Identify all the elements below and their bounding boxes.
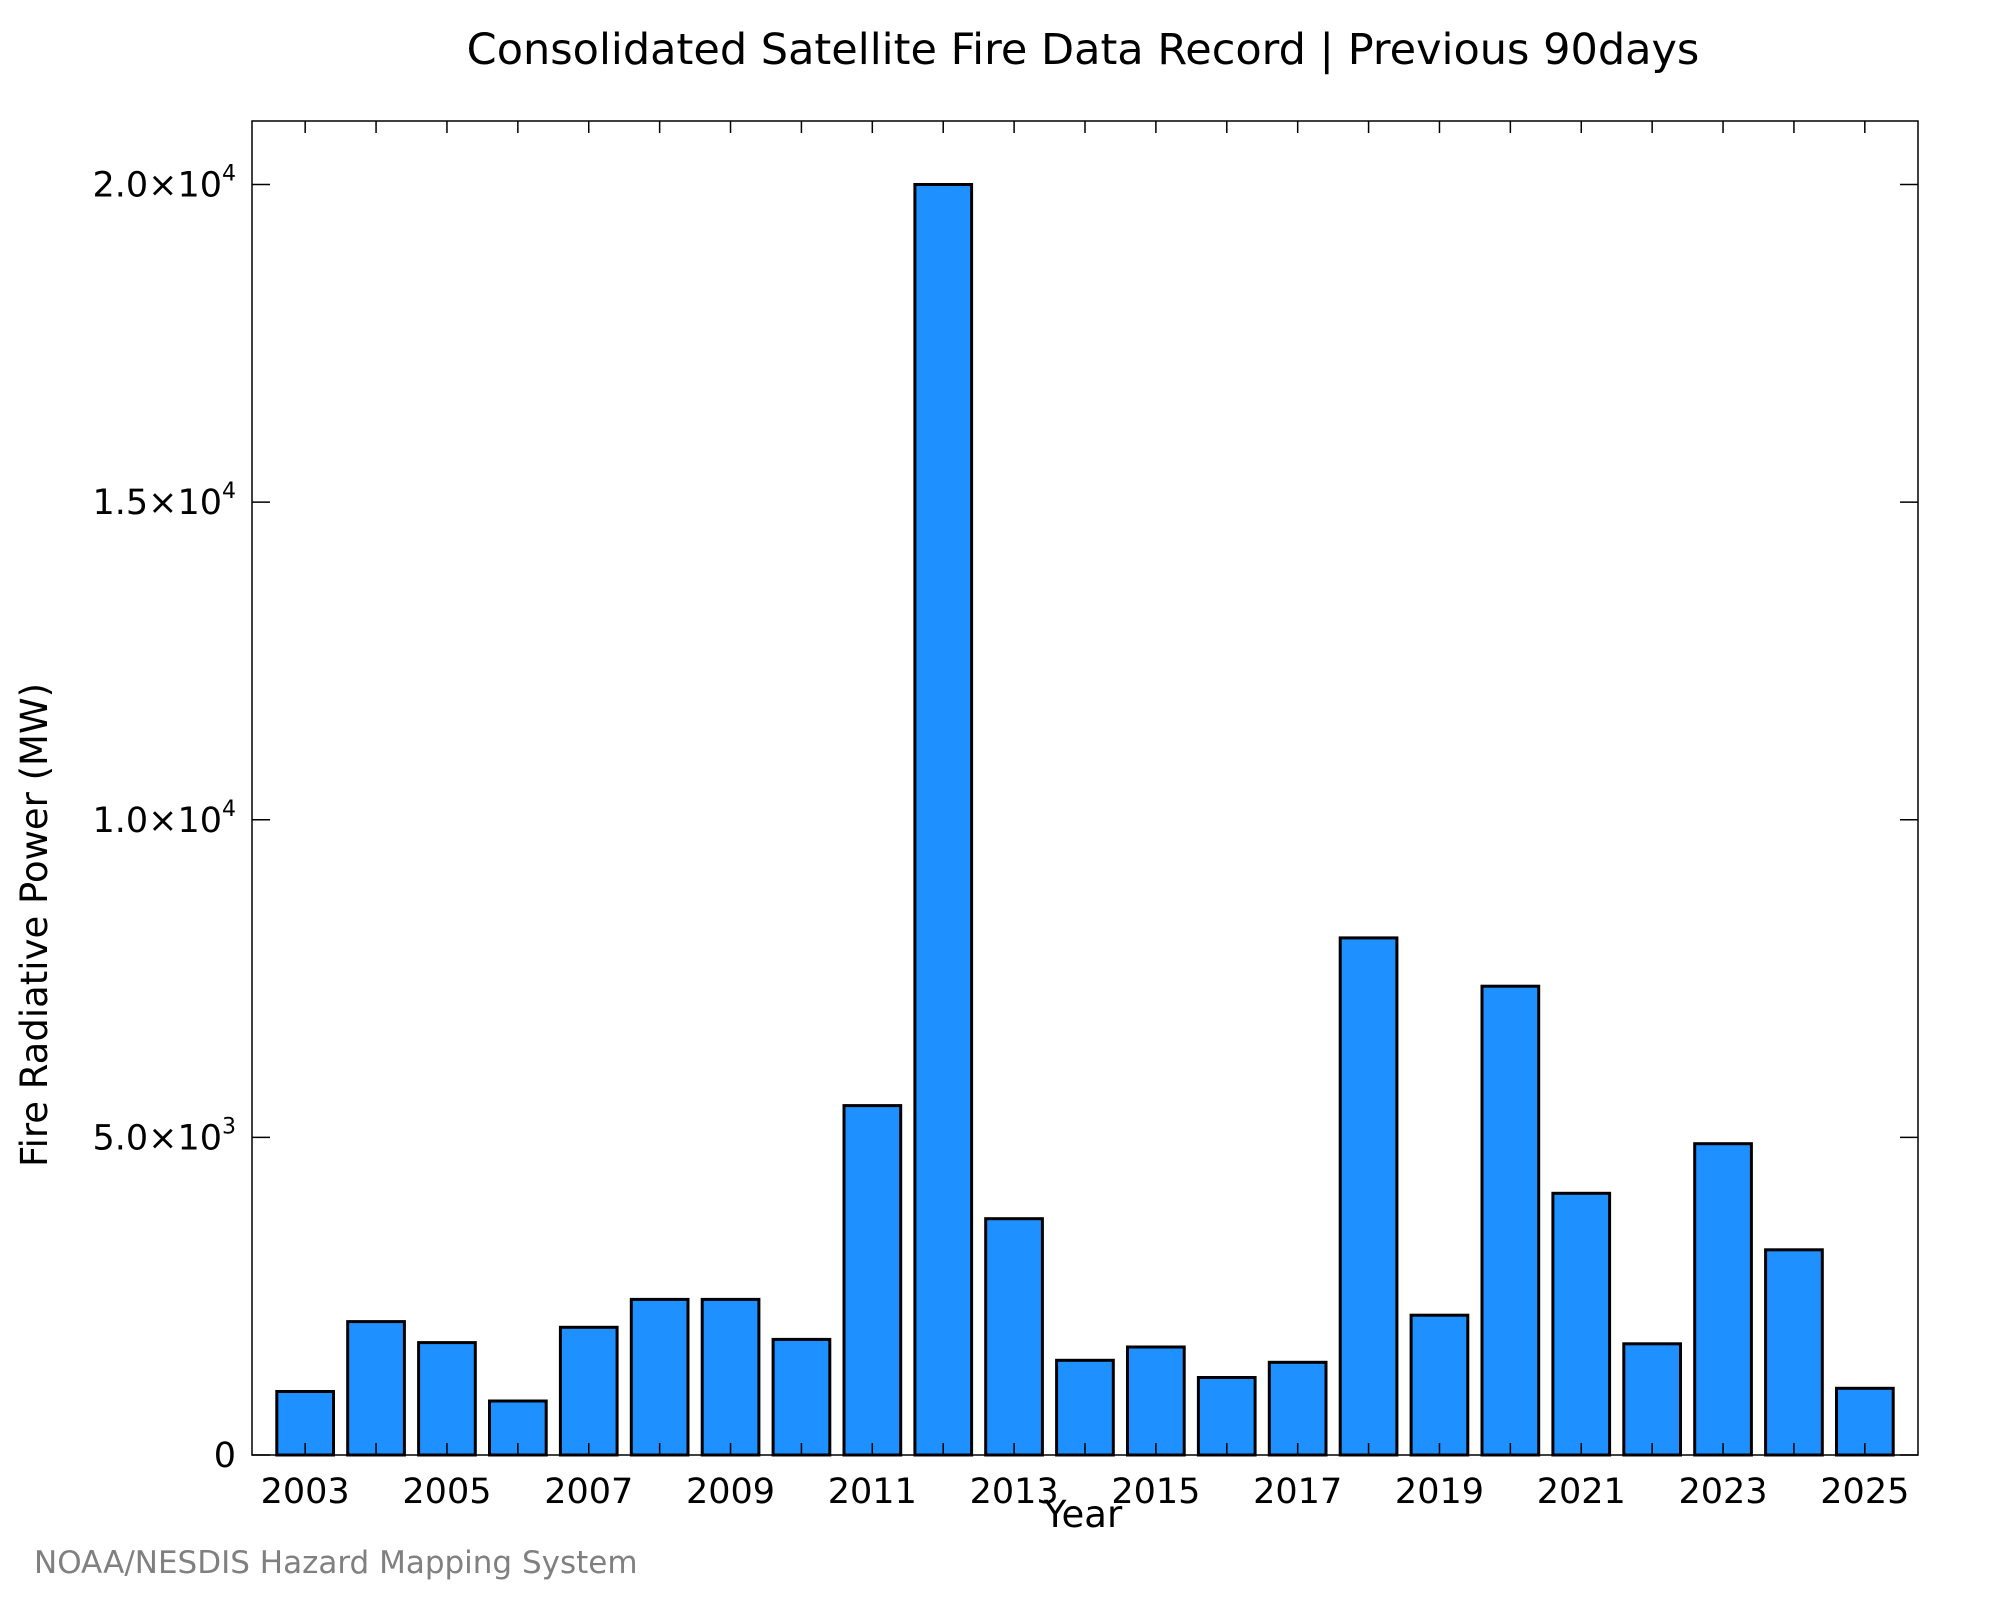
x-tick-label-2025: 2025 xyxy=(1820,1472,1909,1512)
bar-2019 xyxy=(1409,1313,1470,1457)
bar-2023 xyxy=(1693,1142,1753,1457)
bar-2007 xyxy=(558,1325,619,1457)
y-tick-label: 1.0×104 xyxy=(92,797,236,841)
x-tick-label-2017: 2017 xyxy=(1253,1472,1342,1512)
x-tick-label-2021: 2021 xyxy=(1537,1472,1626,1512)
y-axis-label: Fire Radiative Power (MW) xyxy=(13,683,56,1167)
bar-2022 xyxy=(1622,1342,1683,1457)
bar-2011 xyxy=(842,1104,903,1457)
bar-2013 xyxy=(984,1217,1044,1457)
y-tick-label: 2.0×104 xyxy=(92,162,236,206)
chart-title: Consolidated Satellite Fire Data Record … xyxy=(467,25,1700,75)
x-tick-label-2009: 2009 xyxy=(686,1472,775,1512)
x-tick-label-2011: 2011 xyxy=(828,1472,917,1512)
bar-2014 xyxy=(1055,1358,1115,1457)
y-tick-label: 0 xyxy=(214,1436,236,1476)
bar-group xyxy=(275,183,1895,1457)
bar-2020 xyxy=(1480,984,1541,1457)
bar-2005 xyxy=(417,1341,477,1457)
x-tick-label-2007: 2007 xyxy=(544,1472,633,1512)
bar-2021 xyxy=(1551,1191,1612,1457)
x-tick-label-2003: 2003 xyxy=(261,1472,350,1512)
plot-frame xyxy=(251,120,1919,1456)
y-tick-label: 5.0×103 xyxy=(92,1114,236,1158)
bar-2017 xyxy=(1267,1360,1328,1457)
x-tick-label-2013: 2013 xyxy=(970,1472,1059,1512)
x-tick-label-2015: 2015 xyxy=(1111,1472,1200,1512)
bar-2024 xyxy=(1764,1248,1824,1457)
y-axis: 0 5.0×103 1.0×104 1.5×104 2.0×104 xyxy=(92,162,1918,1476)
x-tick-label-2019: 2019 xyxy=(1395,1472,1484,1512)
bar-2010 xyxy=(771,1337,832,1457)
x-axis: 2003 2005 2007 2009 2011 2013 2015 2017 2019 2021… xyxy=(261,121,1909,1512)
x-axis-label: Year xyxy=(1043,1493,1123,1536)
x-tick-label-2005: 2005 xyxy=(402,1472,491,1512)
bar-2018 xyxy=(1338,936,1399,1457)
bar-2008 xyxy=(629,1297,690,1457)
y-tick-label: 1.5×104 xyxy=(92,479,236,523)
bar-2004 xyxy=(346,1320,406,1457)
bar-2015 xyxy=(1126,1345,1186,1457)
credit-text: NOAA/NESDIS Hazard Mapping System xyxy=(34,1545,638,1581)
x-tick-label-2023: 2023 xyxy=(1679,1472,1768,1512)
bar-2009 xyxy=(700,1297,761,1457)
bar-2012 xyxy=(913,183,974,1457)
